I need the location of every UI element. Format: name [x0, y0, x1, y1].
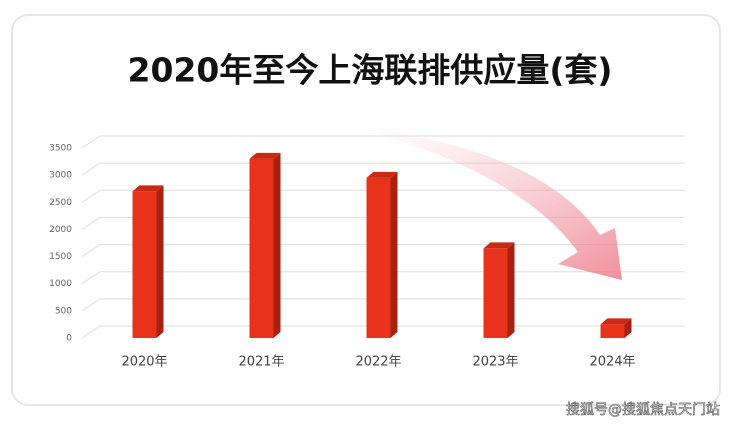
x-tick-label: 2023年	[472, 355, 518, 370]
y-tick-label: 1000	[49, 279, 72, 289]
y-tick-label: 2000	[49, 225, 72, 235]
grid-line	[81, 189, 101, 203]
bar-top	[249, 152, 281, 159]
bar	[132, 191, 157, 338]
bar-top	[600, 318, 632, 325]
grid-line	[81, 244, 101, 257]
bar-side	[390, 171, 398, 338]
trend-arrow	[360, 128, 622, 280]
x-tick-label: 2021年	[238, 355, 284, 370]
y-tick-label: 2500	[49, 198, 72, 208]
bar-side	[507, 242, 515, 338]
chart-title: 2020年至今上海联排供应量(套)	[127, 51, 612, 90]
grid-line	[81, 271, 101, 285]
grid-line	[81, 298, 101, 312]
y-tick-label: 0	[66, 334, 72, 344]
x-tick-label: 2022年	[355, 355, 401, 370]
grid-line	[81, 135, 101, 149]
bar	[366, 177, 391, 338]
bar	[249, 158, 274, 338]
bar-side	[156, 185, 164, 338]
y-tick-label: 1500	[49, 252, 72, 262]
x-tick-label: 2020年	[121, 355, 167, 370]
card	[11, 14, 721, 406]
bar	[483, 248, 508, 338]
x-tick-label: 2024年	[589, 355, 635, 370]
y-tick-label: 3500	[49, 144, 72, 154]
bar-side	[624, 318, 632, 338]
bar-top	[483, 242, 515, 249]
watermark: 搜狐号@搜狐焦点天门站	[566, 402, 720, 418]
grid-line	[81, 217, 101, 230]
grid-line	[81, 162, 101, 176]
bars	[132, 152, 632, 338]
bar-side	[273, 152, 281, 338]
bar	[600, 324, 625, 338]
bar-top	[366, 171, 398, 178]
bar-top	[132, 185, 164, 192]
y-tick-label: 3000	[49, 171, 72, 181]
grid-line	[81, 325, 101, 339]
y-tick-label: 500	[55, 306, 72, 316]
